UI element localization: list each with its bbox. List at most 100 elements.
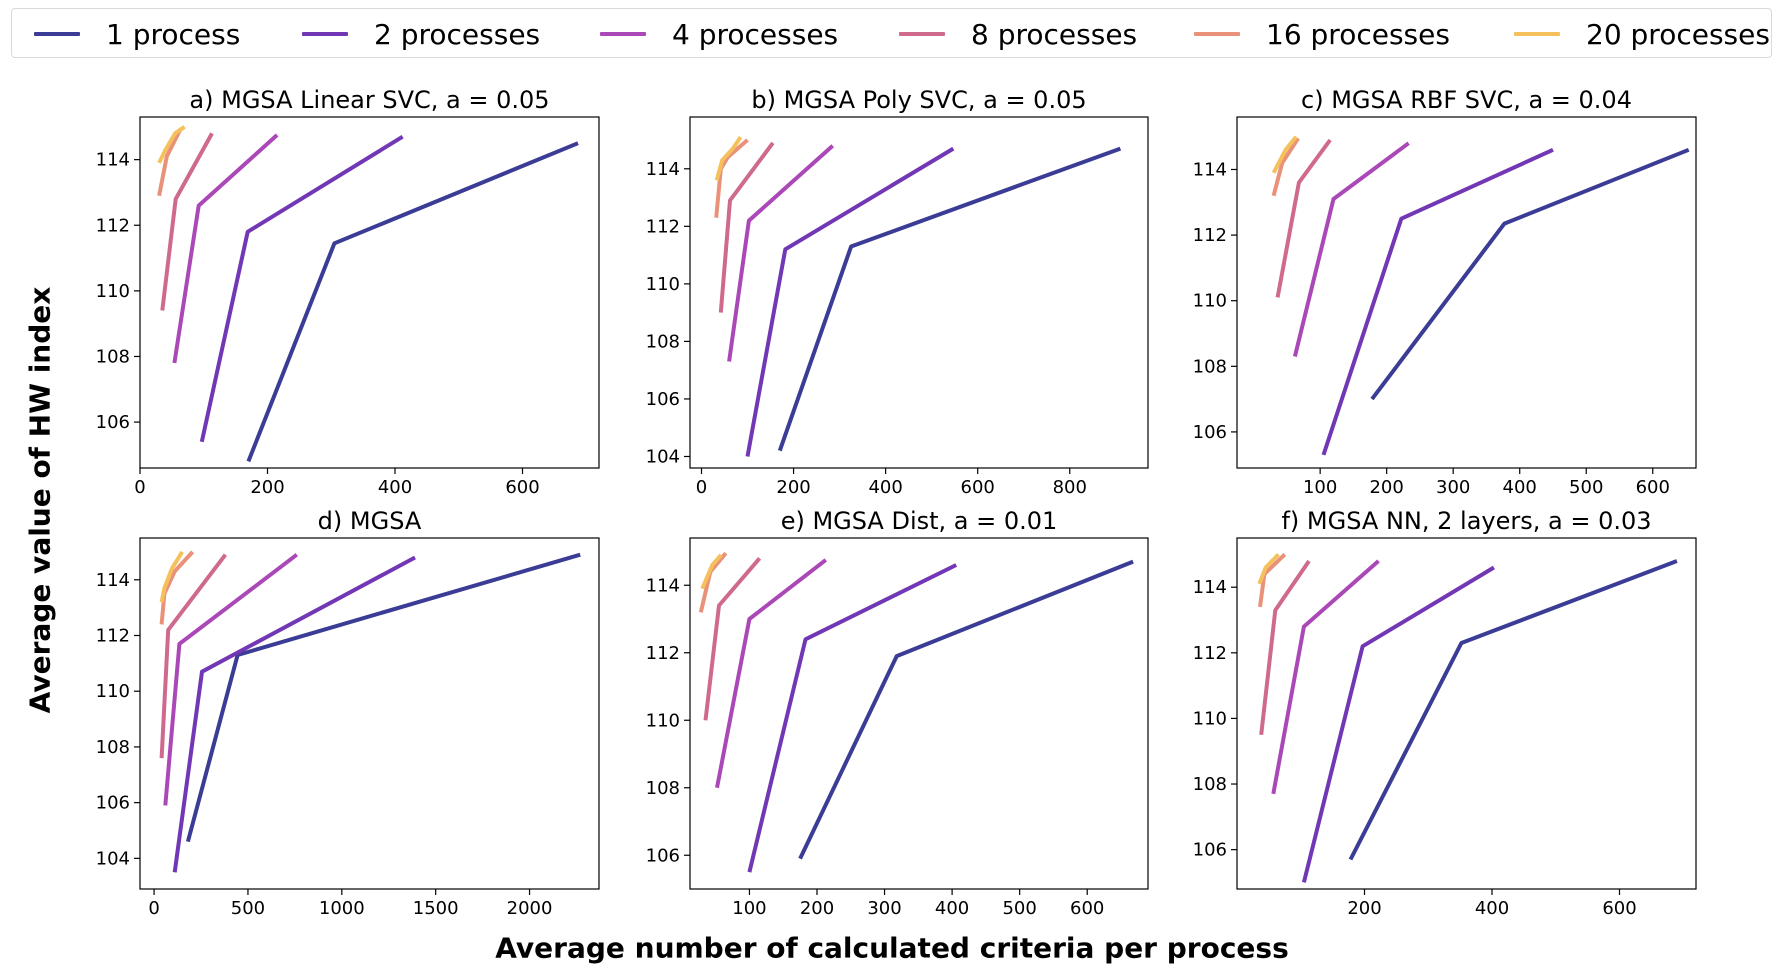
chart-panel: b) MGSA Poly SVC, a = 0.05 0 200 400 600 800 1… [646, 86, 1149, 498]
y-tick-label: 104 [646, 446, 680, 467]
y-tick-label: 108 [1193, 774, 1227, 795]
legend-label: 20 processes [1586, 17, 1770, 51]
x-tick-label: 400 [935, 898, 969, 919]
series-line [1271, 137, 1300, 197]
series-line [246, 141, 579, 463]
x-tick-label: 0 [696, 477, 707, 498]
y-tick-label: 106 [1193, 840, 1227, 861]
x-tick-label: 600 [505, 477, 539, 498]
x-tick-label: 400 [1475, 898, 1509, 919]
chart-panel: d) MGSA 0 500 1000 1500 2000 104 106 108 110 112 11… [96, 507, 600, 919]
x-tick-label: 500 [1569, 477, 1603, 498]
y-tick-label: 112 [96, 626, 130, 647]
series-line [714, 138, 749, 218]
x-tick-label: 600 [961, 477, 995, 498]
chart-title: b) MGSA Poly SVC, a = 0.05 [751, 86, 1086, 114]
y-tick-label: 110 [96, 281, 130, 302]
series-line [718, 141, 775, 313]
series-line [1275, 138, 1332, 298]
series-line [745, 146, 955, 457]
legend-item: 1 process [34, 9, 240, 59]
y-tick-label: 112 [1193, 225, 1227, 246]
series-group [157, 125, 579, 463]
chart-panel: a) MGSA Linear SVC, a = 0.05 0 200 400 600 10… [96, 86, 600, 498]
series-line [1370, 147, 1690, 401]
y-tick-label: 106 [96, 793, 130, 814]
series-line [172, 555, 416, 873]
series-line [1292, 141, 1410, 357]
legend-swatch [600, 32, 646, 36]
legend: 1 process 2 processes 4 processes 8 process… [11, 8, 1772, 58]
y-tick-label: 106 [646, 845, 680, 866]
x-tick-label: 400 [1503, 477, 1537, 498]
series-line [1271, 135, 1298, 174]
legend-item: 16 processes [1194, 9, 1450, 59]
series-line [157, 127, 183, 197]
series-group [698, 551, 1134, 873]
x-tick-label: 600 [1070, 898, 1104, 919]
series-group [1257, 552, 1678, 883]
x-tick-label: 800 [1053, 477, 1087, 498]
legend-label: 8 processes [971, 17, 1138, 51]
chart-title: f) MGSA NN, 2 layers, a = 0.03 [1281, 507, 1651, 535]
y-tick-label: 114 [646, 159, 680, 180]
y-tick-label: 108 [646, 331, 680, 352]
y-tick-label: 114 [1193, 577, 1227, 598]
series-group [1271, 135, 1690, 456]
x-tick-label: 1500 [413, 898, 459, 919]
x-tick-label: 600 [1636, 477, 1670, 498]
series-line [714, 135, 743, 181]
x-tick-label: 400 [378, 477, 412, 498]
legend-label: 2 processes [374, 17, 541, 51]
series-line [160, 132, 214, 311]
x-tick-label: 300 [867, 898, 901, 919]
legend-item: 4 processes [600, 9, 838, 59]
y-tick-label: 112 [96, 215, 130, 236]
axes-frame [1236, 116, 1697, 469]
y-tick-label: 114 [96, 150, 130, 171]
y-tick-label: 114 [646, 575, 680, 596]
legend-label: 16 processes [1266, 17, 1450, 51]
legend-label: 4 processes [672, 17, 839, 51]
series-line [185, 552, 581, 843]
y-axis-label: Average value of HW index [23, 286, 57, 714]
series-line [1348, 559, 1678, 861]
x-tick-label: 300 [1436, 477, 1470, 498]
x-tick-label: 100 [1303, 477, 1337, 498]
y-tick-label: 106 [1193, 422, 1227, 443]
x-tick-label: 200 [250, 477, 284, 498]
y-tick-label: 110 [646, 274, 680, 295]
y-tick-label: 106 [96, 412, 130, 433]
chart-title: d) MGSA [318, 507, 422, 535]
legend-item: 2 processes [302, 9, 540, 59]
series-group [159, 550, 581, 873]
chart-panel: c) MGSA RBF SVC, a = 0.04 100 200 300 400 500… [1193, 86, 1697, 498]
series-line [1301, 565, 1495, 883]
legend-swatch [34, 32, 80, 36]
axes-frame [139, 116, 600, 469]
series-line [199, 134, 404, 443]
x-tick-label: 200 [800, 898, 834, 919]
chart-panel: e) MGSA Dist, a = 0.01 100 200 300 400 500 600… [646, 507, 1149, 919]
y-tick-label: 110 [1193, 708, 1227, 729]
x-tick-label: 2000 [507, 898, 553, 919]
legend-item: 8 processes [899, 9, 1137, 59]
y-tick-label: 108 [1193, 356, 1227, 377]
y-tick-label: 114 [1193, 159, 1227, 180]
series-line [1259, 559, 1311, 736]
x-tick-label: 100 [732, 898, 766, 919]
x-tick-label: 0 [134, 477, 145, 498]
legend-swatch [1194, 32, 1240, 36]
series-line [777, 146, 1122, 452]
legend-swatch [302, 32, 348, 36]
axes-frame [689, 116, 1149, 469]
y-tick-label: 114 [96, 570, 130, 591]
x-tick-label: 200 [1369, 477, 1403, 498]
series-line [715, 558, 828, 789]
x-tick-label: 0 [148, 898, 159, 919]
y-tick-label: 108 [646, 778, 680, 799]
legend-swatch [1514, 32, 1560, 36]
y-tick-label: 108 [96, 737, 130, 758]
y-tick-label: 106 [646, 389, 680, 410]
